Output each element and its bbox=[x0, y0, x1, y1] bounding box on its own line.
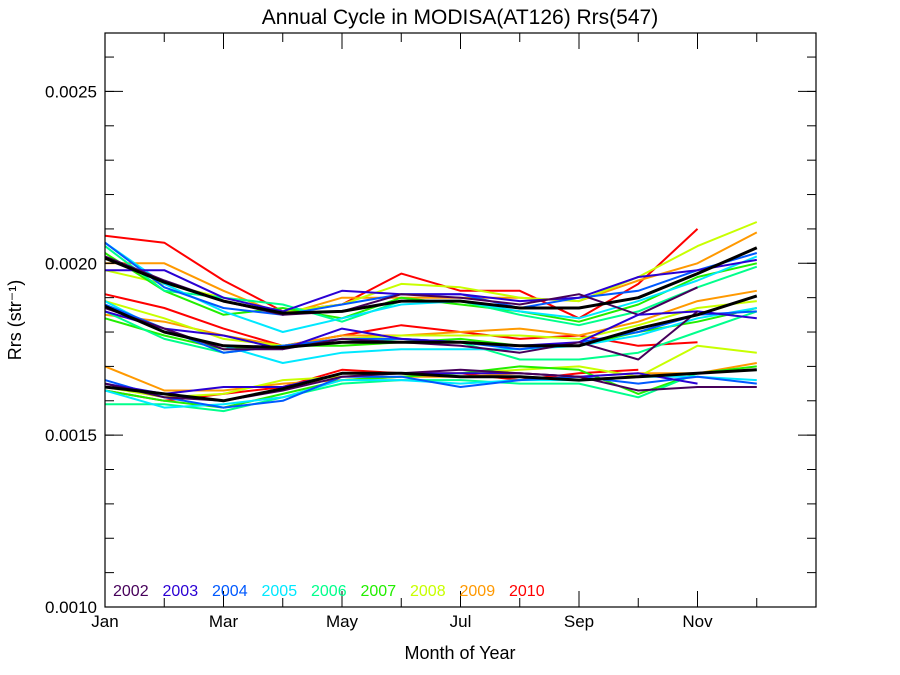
x-tick-label: Mar bbox=[209, 612, 239, 631]
series-line-9 bbox=[104, 241, 758, 333]
legend-entry-2010: 2010 bbox=[509, 583, 545, 600]
legend-entry-2003: 2003 bbox=[163, 583, 199, 600]
series-line-14 bbox=[104, 289, 757, 347]
legend-entry-2002: 2002 bbox=[113, 583, 149, 600]
x-tick-label: Jul bbox=[450, 612, 472, 631]
legend: 2002 2003 2004 2005 2006 2007 2008 2009 2010 bbox=[113, 583, 545, 600]
series-line-1 bbox=[104, 246, 758, 315]
y-tick-label: 0.0010 bbox=[45, 598, 97, 617]
x-tick-label: Sep bbox=[564, 612, 594, 631]
series-line-2 bbox=[104, 294, 758, 349]
x-tick-label: Nov bbox=[682, 612, 713, 631]
axis-layer: Jan Mar May Jul Sep Nov 0.0010 0.0015 0.0020 0.00… bbox=[45, 33, 817, 631]
series-line-21 bbox=[104, 307, 699, 361]
y-axis-label: Rrs (str⁻¹) bbox=[5, 280, 25, 360]
x-axis-label: Month of Year bbox=[404, 643, 515, 663]
series-layer bbox=[104, 221, 758, 413]
y-tick-label: 0.0020 bbox=[45, 254, 97, 273]
series-line-26 bbox=[105, 368, 757, 413]
y-tick-label: 0.0025 bbox=[45, 82, 97, 101]
legend-entry-2008: 2008 bbox=[410, 583, 446, 600]
plot-frame bbox=[104, 32, 817, 608]
series-line-11 bbox=[105, 258, 757, 313]
series-line-6 bbox=[104, 221, 758, 313]
chart-title: Annual Cycle in MODISA(AT126) Rrs(547) bbox=[262, 6, 658, 29]
legend-entry-2007: 2007 bbox=[361, 583, 397, 600]
series-line-15 bbox=[104, 300, 757, 347]
legend-entry-2005: 2005 bbox=[262, 583, 298, 600]
x-tick-label: May bbox=[326, 612, 359, 631]
y-tick-label: 0.0015 bbox=[45, 426, 97, 445]
legend-entry-2004: 2004 bbox=[212, 583, 248, 600]
series-line-12 bbox=[104, 255, 698, 316]
legend-entry-2009: 2009 bbox=[460, 583, 496, 600]
series-line-4 bbox=[104, 228, 699, 320]
series-line-5 bbox=[105, 231, 758, 316]
x-tick-label: Jan bbox=[91, 612, 118, 631]
series-line-3 bbox=[104, 368, 757, 403]
legend-entry-2006: 2006 bbox=[311, 583, 347, 600]
series-line-20 bbox=[104, 310, 757, 351]
series-line-23 bbox=[104, 362, 757, 392]
series-line-28 bbox=[104, 375, 757, 409]
